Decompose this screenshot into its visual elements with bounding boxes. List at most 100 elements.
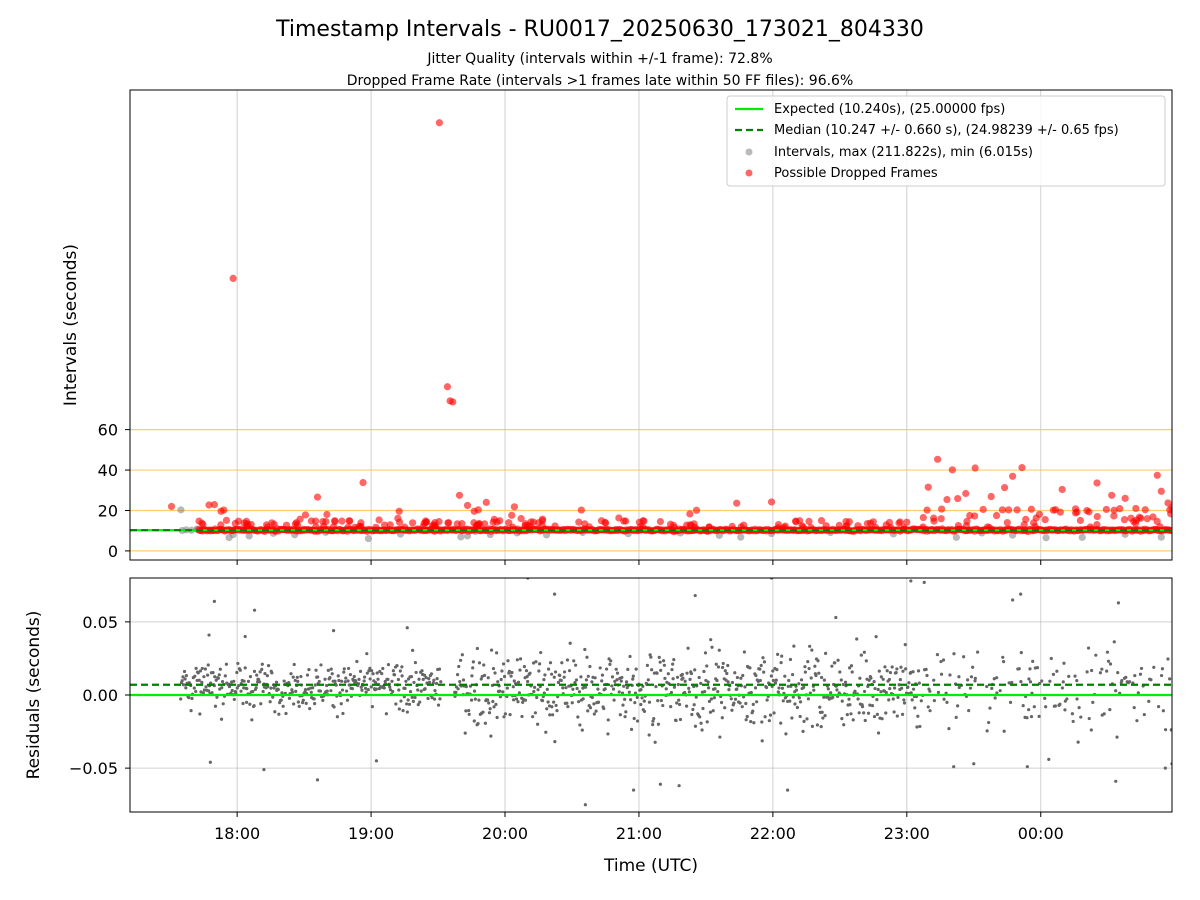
residual-point bbox=[252, 704, 256, 708]
residual-point bbox=[892, 710, 896, 714]
residual-point bbox=[392, 673, 397, 677]
residual-point bbox=[602, 706, 606, 711]
dropped-frame-point bbox=[1116, 505, 1124, 513]
residual-point bbox=[703, 651, 708, 655]
residual-point bbox=[708, 710, 713, 714]
residual-point bbox=[895, 667, 899, 671]
residual-point bbox=[198, 669, 203, 673]
residual-point bbox=[412, 680, 416, 685]
residual-point bbox=[305, 673, 310, 677]
residual-point bbox=[909, 691, 913, 695]
residual-point bbox=[721, 661, 725, 666]
residual-point bbox=[873, 686, 877, 691]
dropped-frame-point bbox=[1108, 491, 1116, 499]
dropped-frame-point bbox=[331, 517, 339, 526]
interval-point bbox=[737, 533, 745, 541]
residual-point bbox=[460, 653, 464, 657]
residual-point bbox=[1161, 709, 1165, 713]
residual-point bbox=[1114, 689, 1118, 693]
residual-point bbox=[603, 687, 607, 691]
residual-point bbox=[411, 699, 415, 703]
dropped-frame-point bbox=[408, 519, 417, 527]
residual-point bbox=[707, 699, 712, 703]
residual-point bbox=[502, 674, 507, 679]
residual-point bbox=[579, 675, 583, 679]
residual-point bbox=[423, 673, 427, 677]
x-tick-label: 22:00 bbox=[750, 824, 796, 843]
residual-point bbox=[957, 685, 961, 690]
residual-point bbox=[922, 580, 926, 584]
residual-point bbox=[532, 689, 536, 694]
dropped-frame-point bbox=[496, 517, 504, 525]
residual-point bbox=[779, 660, 783, 665]
residual-point bbox=[434, 681, 439, 686]
dropped-frame-point bbox=[455, 491, 464, 499]
residual-point bbox=[740, 705, 744, 709]
residual-point bbox=[609, 659, 613, 663]
residual-point bbox=[206, 663, 210, 667]
dropped-frame-point bbox=[1141, 506, 1149, 514]
residual-point bbox=[252, 669, 257, 673]
dropped-frame-point bbox=[987, 492, 995, 501]
residual-point bbox=[539, 650, 543, 655]
residual-point bbox=[935, 652, 940, 657]
residual-point bbox=[802, 685, 806, 689]
residual-point bbox=[1037, 714, 1041, 718]
residual-point bbox=[574, 678, 579, 682]
dropped-frame-point bbox=[1035, 510, 1044, 518]
dropped-frame-point bbox=[929, 514, 938, 522]
residual-point bbox=[617, 690, 621, 694]
residual-point bbox=[948, 673, 952, 677]
x-tick-label: 23:00 bbox=[884, 824, 930, 843]
residual-point bbox=[869, 676, 873, 680]
residual-point bbox=[523, 698, 528, 702]
dropped-frame-point bbox=[705, 523, 713, 531]
residual-point bbox=[799, 678, 804, 682]
residual-point bbox=[917, 681, 921, 685]
residual-point bbox=[814, 673, 818, 678]
residual-point bbox=[479, 677, 483, 681]
residual-point bbox=[553, 740, 557, 744]
residual-point bbox=[1065, 697, 1069, 701]
residual-point bbox=[932, 699, 936, 703]
residual-point bbox=[1019, 679, 1023, 684]
residual-point bbox=[394, 702, 398, 706]
residual-point bbox=[1163, 728, 1168, 732]
residual-point bbox=[775, 668, 779, 672]
residual-point bbox=[819, 724, 823, 729]
residual-point bbox=[851, 718, 855, 722]
residual-point bbox=[610, 675, 615, 679]
dropped-frame-point bbox=[551, 522, 559, 530]
residual-point bbox=[395, 663, 399, 668]
residual-point bbox=[424, 676, 428, 680]
residual-point bbox=[314, 668, 318, 672]
residual-point bbox=[826, 695, 830, 699]
residual-point bbox=[661, 659, 666, 663]
residual-point bbox=[1019, 651, 1023, 655]
residual-point bbox=[939, 672, 944, 676]
residual-point bbox=[928, 689, 932, 693]
residual-point bbox=[772, 711, 776, 715]
dropped-frame-point bbox=[998, 506, 1007, 514]
residual-point bbox=[1029, 715, 1034, 719]
chart-title: Timestamp Intervals - RU0017_20250630_17… bbox=[275, 17, 924, 42]
residual-point bbox=[840, 699, 844, 703]
residual-point bbox=[243, 666, 247, 670]
dropped-frame-point bbox=[229, 274, 237, 283]
residual-point bbox=[350, 686, 354, 691]
residual-point bbox=[877, 669, 881, 673]
residual-point bbox=[868, 703, 872, 707]
x-axis-label: Time (UTC) bbox=[603, 856, 698, 876]
residual-point bbox=[867, 678, 871, 682]
dropped-frame-point bbox=[962, 489, 970, 498]
residual-point bbox=[538, 662, 542, 666]
residual-point bbox=[506, 659, 510, 663]
residual-point bbox=[489, 648, 494, 652]
legend-median-label: Median (10.247 +/- 0.660 s), (24.98239 +… bbox=[774, 123, 1119, 138]
dropped-frame-point bbox=[1003, 519, 1011, 527]
residual-point bbox=[583, 647, 587, 652]
residual-point bbox=[833, 661, 837, 665]
residual-point bbox=[238, 668, 242, 672]
residual-point bbox=[941, 658, 946, 662]
residual-point bbox=[525, 675, 529, 679]
